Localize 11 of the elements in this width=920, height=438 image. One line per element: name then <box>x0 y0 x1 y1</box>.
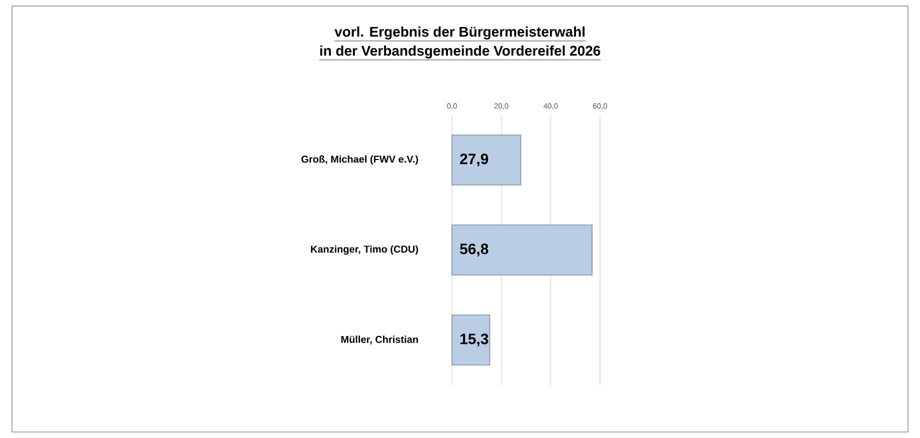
bar <box>452 134 522 186</box>
y-tick-label: Groß, Michael (FWV e.V.) <box>301 155 418 165</box>
y-tick-label: Müller, Christian <box>341 336 418 344</box>
chart-title: vorl. Ergebnis der Bürgermeisterwahl <box>334 26 585 40</box>
data-label: 15,3 <box>460 334 488 346</box>
data-label: 56,8 <box>460 244 488 256</box>
chart-subtitle: in der Verbandsgemeinde Vordereifel 2026 <box>320 45 600 59</box>
bar <box>452 314 490 366</box>
data-label: 27,9 <box>460 154 488 166</box>
bar <box>452 224 593 276</box>
y-tick-label: Kanzinger, Timo (CDU) <box>311 245 418 255</box>
